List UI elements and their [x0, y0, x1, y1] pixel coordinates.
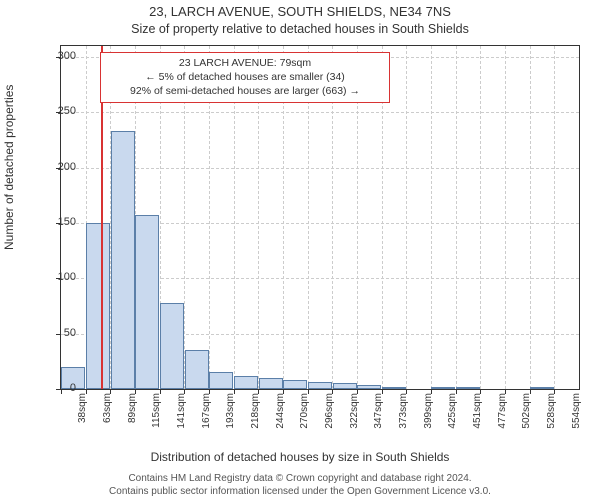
chart-subtitle: Size of property relative to detached ho…	[0, 22, 600, 36]
ytick-mark	[56, 334, 61, 335]
gridline-v	[406, 46, 407, 389]
xtick-label: 141sqm	[176, 393, 187, 429]
gridline-v	[554, 46, 555, 389]
chart-container: 23, LARCH AVENUE, SOUTH SHIELDS, NE34 7N…	[0, 0, 600, 500]
xtick-label: 451sqm	[472, 393, 483, 429]
xtick-mark	[184, 389, 185, 394]
ytick-label: 200	[58, 161, 76, 173]
footer-line-1: Contains HM Land Registry data © Crown c…	[0, 473, 600, 484]
ytick-label: 0	[70, 382, 76, 394]
ytick-label: 100	[58, 271, 76, 283]
xtick-mark	[357, 389, 358, 394]
xtick-label: 115sqm	[151, 393, 162, 428]
gridline-v	[431, 46, 432, 389]
xtick-label: 373sqm	[398, 393, 409, 429]
bar	[357, 385, 381, 389]
xtick-label: 218sqm	[250, 393, 261, 429]
bar	[209, 372, 233, 389]
xtick-label: 244sqm	[275, 393, 286, 429]
gridline-v	[505, 46, 506, 389]
ytick-label: 300	[58, 50, 76, 62]
xtick-mark	[530, 389, 531, 394]
bar	[135, 215, 159, 389]
xtick-mark	[382, 389, 383, 394]
xtick-mark	[554, 389, 555, 394]
xtick-mark	[209, 389, 210, 394]
xtick-label: 63sqm	[102, 393, 113, 423]
info-line-2: ← 5% of detached houses are smaller (34)	[105, 70, 385, 84]
xtick-label: 322sqm	[349, 393, 360, 429]
xtick-mark	[431, 389, 432, 394]
ytick-label: 150	[58, 216, 76, 228]
chart-title: 23, LARCH AVENUE, SOUTH SHIELDS, NE34 7N…	[0, 4, 600, 19]
footer-line-2: Contains public sector information licen…	[0, 486, 600, 497]
xtick-label: 167sqm	[201, 393, 212, 429]
bar	[333, 383, 357, 389]
bar	[283, 380, 307, 389]
ytick-label: 50	[64, 327, 76, 339]
xtick-mark	[406, 389, 407, 394]
bar	[185, 350, 209, 389]
xtick-mark	[283, 389, 284, 394]
xtick-label: 89sqm	[127, 393, 138, 423]
info-line-3: 92% of semi-detached houses are larger (…	[105, 84, 385, 98]
xtick-mark	[234, 389, 235, 394]
xtick-label: 554sqm	[571, 393, 582, 429]
xtick-label: 425sqm	[447, 393, 458, 429]
bar	[259, 378, 283, 389]
xtick-mark	[456, 389, 457, 394]
gridline-v	[456, 46, 457, 389]
bar	[456, 387, 480, 389]
bar	[160, 303, 184, 389]
gridline-v	[530, 46, 531, 389]
xtick-label: 296sqm	[324, 393, 335, 429]
info-line-1: 23 LARCH AVENUE: 79sqm	[105, 56, 385, 70]
info-box: 23 LARCH AVENUE: 79sqm ← 5% of detached …	[100, 52, 390, 103]
xtick-label: 528sqm	[546, 393, 557, 429]
y-axis-label: Number of detached properties	[2, 85, 16, 250]
xtick-label: 399sqm	[423, 393, 434, 429]
xtick-label: 477sqm	[497, 393, 508, 429]
bar	[111, 131, 135, 389]
xtick-mark	[61, 389, 62, 394]
xtick-label: 502sqm	[521, 393, 532, 429]
xtick-label: 193sqm	[225, 393, 236, 429]
bar	[382, 387, 406, 389]
gridline-h	[61, 168, 579, 169]
xtick-mark	[86, 389, 87, 394]
xtick-label: 347sqm	[373, 393, 384, 429]
bar	[530, 387, 554, 389]
xtick-label: 38sqm	[77, 393, 88, 423]
x-axis-label: Distribution of detached houses by size …	[0, 450, 600, 464]
xtick-mark	[258, 389, 259, 394]
ytick-label: 250	[58, 105, 76, 117]
xtick-mark	[332, 389, 333, 394]
bar	[234, 376, 258, 389]
xtick-mark	[308, 389, 309, 394]
xtick-mark	[110, 389, 111, 394]
gridline-v	[480, 46, 481, 389]
xtick-mark	[505, 389, 506, 394]
xtick-mark	[480, 389, 481, 394]
bar	[431, 387, 455, 389]
gridline-h	[61, 112, 579, 113]
bar	[86, 223, 110, 389]
bar	[308, 382, 332, 389]
xtick-mark	[160, 389, 161, 394]
xtick-mark	[135, 389, 136, 394]
xtick-label: 270sqm	[299, 393, 310, 429]
